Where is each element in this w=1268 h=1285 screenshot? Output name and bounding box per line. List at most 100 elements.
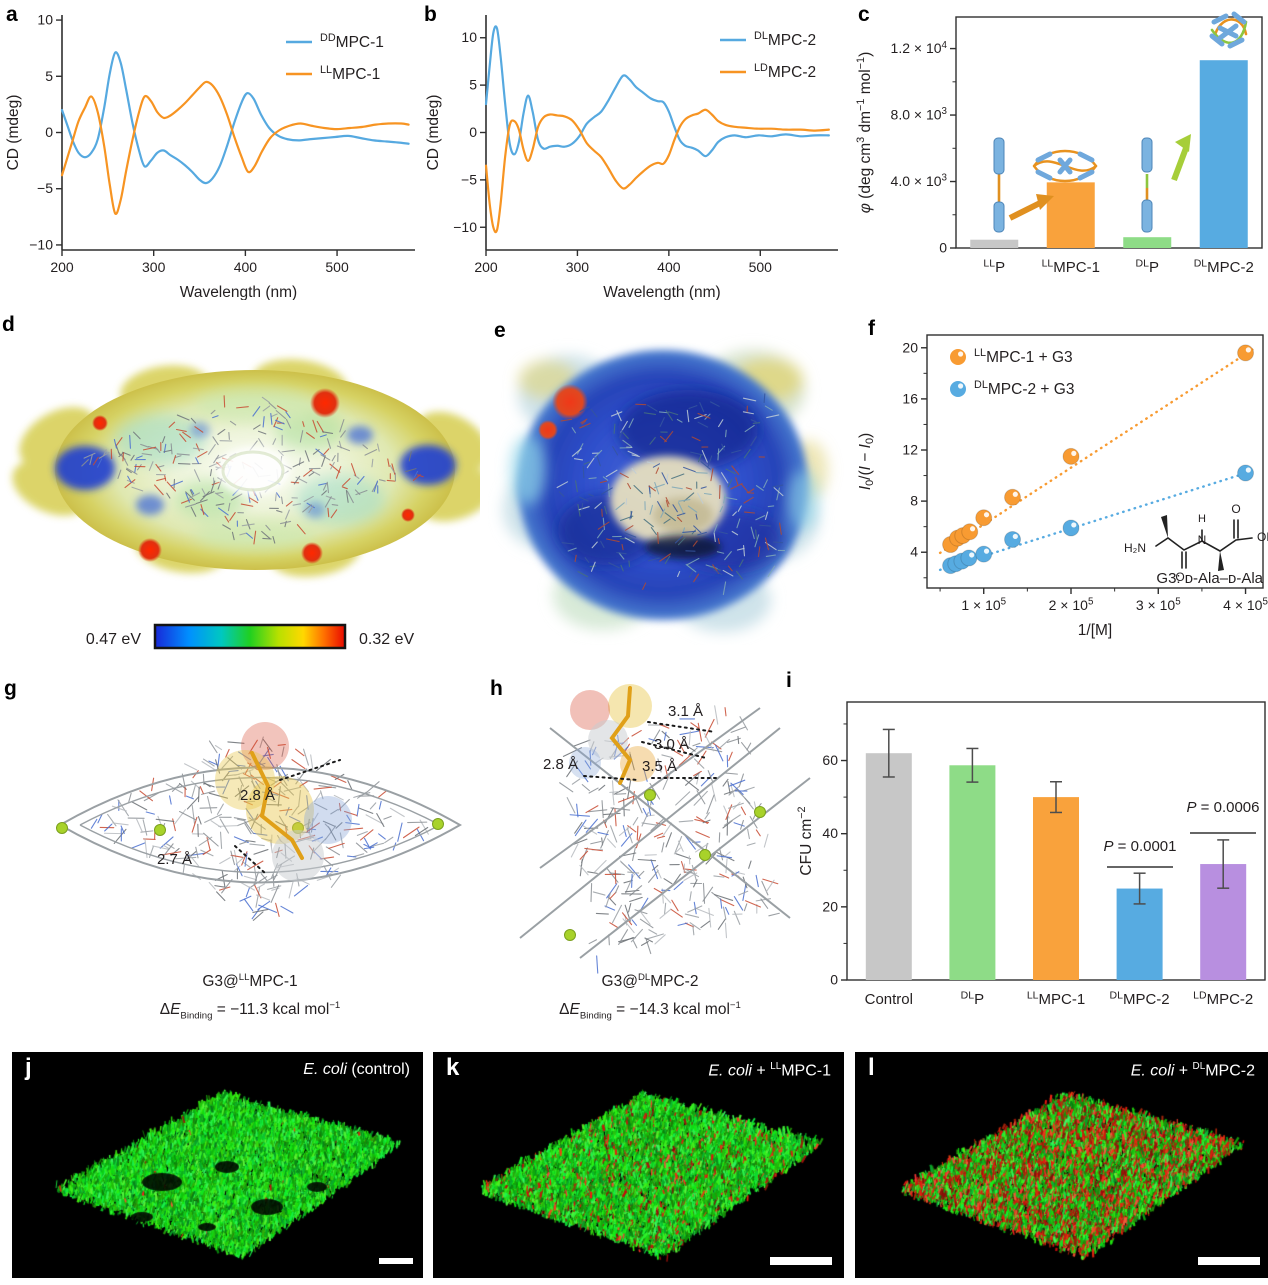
svg-text:16: 16: [902, 390, 918, 406]
svg-text:4 × 105: 4 × 105: [1223, 597, 1268, 613]
panel-letter-c: c: [858, 3, 870, 26]
micrograph-ecoli-llmpc1: k E. coli + LLMPC-1: [433, 1052, 844, 1278]
svg-text:5: 5: [469, 77, 477, 93]
panel-f-binding-scatter: 1 × 105 2 × 105 3 × 105 4 × 105 4 8 12 16 20 LLMP…: [850, 310, 1268, 640]
svg-text:CFU cm−2: CFU cm−2: [796, 806, 815, 875]
caption-g-title: G3@LLMPC-1: [202, 972, 298, 991]
cage-sticks-h: [559, 705, 780, 974]
svg-text:12: 12: [902, 442, 918, 458]
svg-text:LLMPC-1 + G3: LLMPC-1 + G3: [974, 347, 1073, 366]
svg-text:φ (deg cm3 dm−1 mol−1): φ (deg cm3 dm−1 mol−1): [855, 52, 874, 214]
micrograph-ecoli-dlmpc2: l E. coli + DLMPC-2: [855, 1052, 1268, 1278]
svg-text:DDMPC-1: DDMPC-1: [320, 32, 384, 51]
svg-text:4: 4: [910, 544, 918, 560]
svg-text:10: 10: [37, 12, 53, 28]
svg-text:DLMPC-2: DLMPC-2: [1194, 257, 1254, 276]
svg-text:CD (mdeg): CD (mdeg): [5, 95, 22, 171]
svg-text:60: 60: [822, 752, 838, 768]
svg-text:40: 40: [822, 825, 838, 841]
svg-text:−5: −5: [37, 180, 53, 196]
svg-text:300: 300: [566, 259, 590, 275]
biofilm-render-j: [12, 1052, 423, 1278]
stick-model-e: [556, 393, 786, 596]
svg-text:LLMPC-1: LLMPC-1: [320, 64, 380, 83]
svg-text:O: O: [1175, 570, 1184, 584]
svg-text:0.32 eV: 0.32 eV: [359, 631, 414, 648]
svg-text:0: 0: [830, 972, 838, 988]
g3-structure: [1155, 515, 1253, 571]
panel-letter-e: e: [494, 319, 506, 342]
svg-text:P = 0.0006: P = 0.0006: [1187, 799, 1260, 816]
panel-letter-a: a: [6, 3, 18, 26]
guest-spheres-g: [215, 722, 352, 882]
panel-c-phi-bar-chart: 0 4.0 × 103 8.0 × 103 1.2 × 104 LLP LLMPC-1 DL…: [848, 0, 1268, 300]
cd-spectrum-chart-mpc2: 200 300 400 500 −10 −5 0 5 10 DLMPC-2 LDMPC-2 Wavel…: [425, 15, 838, 301]
guest-spheres-h: [569, 684, 656, 785]
svg-text:−5: −5: [461, 171, 477, 187]
phi-bar-chart: 0 4.0 × 103 8.0 × 103 1.2 × 104 LLP LLMPC-1 DL…: [855, 16, 1263, 276]
svg-text:400: 400: [234, 259, 258, 275]
svg-text:G3: ᴅ-Ala–ᴅ-Ala: G3: ᴅ-Ala–ᴅ-Ala: [1156, 570, 1263, 587]
svg-text:Control: Control: [865, 991, 913, 1008]
svg-text:20: 20: [822, 898, 838, 914]
svg-text:20: 20: [902, 339, 918, 355]
svg-text:2.8 Å: 2.8 Å: [240, 787, 275, 804]
micrograph-label-l: E. coli + DLMPC-2: [1130, 1061, 1255, 1080]
svg-text:4.0 × 103: 4.0 × 103: [891, 173, 948, 189]
svg-text:DLP: DLP: [961, 989, 984, 1008]
svg-text:500: 500: [749, 259, 773, 275]
svg-text:3.1 Å: 3.1 Å: [668, 703, 703, 720]
svg-text:2.7 Å: 2.7 Å: [157, 851, 192, 868]
svg-text:LLMPC-1: LLMPC-1: [1027, 989, 1085, 1008]
svg-text:Wavelength (nm): Wavelength (nm): [180, 284, 297, 300]
caption-h-title: G3@DLMPC-2: [601, 972, 699, 991]
svg-text:400: 400: [657, 259, 681, 275]
svg-text:0.47 eV: 0.47 eV: [86, 631, 141, 648]
binding-pose-mpc2-render: 3.1 Å 3.0 Å 2.8 Å 3.5 Å: [519, 684, 811, 974]
svg-text:LDMPC-2: LDMPC-2: [1193, 989, 1253, 1008]
svg-text:P = 0.0001: P = 0.0001: [1104, 838, 1177, 855]
hbond-3-0-h: [641, 741, 707, 759]
panel-letter-g: g: [4, 677, 17, 700]
scale-bar-l: [1198, 1257, 1260, 1265]
panel-letter-j: j: [25, 1054, 32, 1081]
cage-outline-h: [519, 707, 811, 959]
panel-d-esp-surface-mpc1: 0.47 eV 0.32 eV: [0, 310, 495, 655]
svg-text:200: 200: [474, 259, 498, 275]
caption-h-energy: ΔEBinding = −14.3 kcal mol−1: [559, 1000, 741, 1022]
panel-letter-l: l: [868, 1054, 875, 1081]
svg-text:3 × 105: 3 × 105: [1136, 597, 1181, 613]
svg-text:8: 8: [910, 493, 918, 509]
svg-text:DLMPC-2 + G3: DLMPC-2 + G3: [974, 379, 1074, 398]
cd-spectrum-chart-mpc1: 200 300 400 500 −10 −5 0 5 10 DDMPC-1 LLMPC-1 Wavel…: [5, 12, 415, 301]
surface-blob-e: [503, 350, 828, 632]
binding-pose-mpc1-render: 2.8 Å 2.7 Å: [56, 722, 463, 921]
svg-text:LDMPC-2: LDMPC-2: [754, 62, 816, 81]
metal-centers-h: [564, 789, 766, 941]
svg-text:8.0 × 103: 8.0 × 103: [891, 106, 948, 122]
svg-text:H₂N: H₂N: [1124, 541, 1146, 555]
svg-text:2.8 Å: 2.8 Å: [543, 756, 578, 773]
micrograph-ecoli-control: j E. coli (control): [12, 1052, 423, 1278]
svg-text:0: 0: [45, 124, 53, 140]
svg-text:−10: −10: [453, 219, 477, 235]
svg-text:H: H: [1198, 513, 1206, 525]
biofilm-render-l: [855, 1052, 1268, 1278]
hbond-3-1-h: [647, 721, 716, 733]
cage-sticks-g: [90, 736, 429, 921]
micrograph-label-k: E. coli + LLMPC-1: [708, 1061, 831, 1080]
panel-h-binding-pose-mpc2: 3.1 Å 3.0 Å 2.8 Å 3.5 Å: [480, 668, 840, 978]
cfu-bar-chart: 0 20 40 60 Control DLP LLMPC-1 DLMPC-2 LDMPC-2 P …: [796, 701, 1266, 1008]
hbond-2-8-h: [583, 775, 639, 781]
svg-text:LLP: LLP: [983, 257, 1005, 276]
panel-letter-b: b: [424, 3, 437, 26]
svg-text:LLMPC-1: LLMPC-1: [1042, 257, 1100, 276]
svg-text:Wavelength (nm): Wavelength (nm): [603, 284, 720, 300]
svg-text:DLMPC-2: DLMPC-2: [1110, 989, 1170, 1008]
svg-text:0: 0: [469, 124, 477, 140]
svg-text:CD (mdeg): CD (mdeg): [425, 95, 442, 171]
panel-g-binding-pose-mpc1: 2.8 Å 2.7 Å: [40, 668, 480, 968]
svg-text:1 × 105: 1 × 105: [961, 597, 1006, 613]
hbond-2-8-g: [279, 759, 341, 781]
